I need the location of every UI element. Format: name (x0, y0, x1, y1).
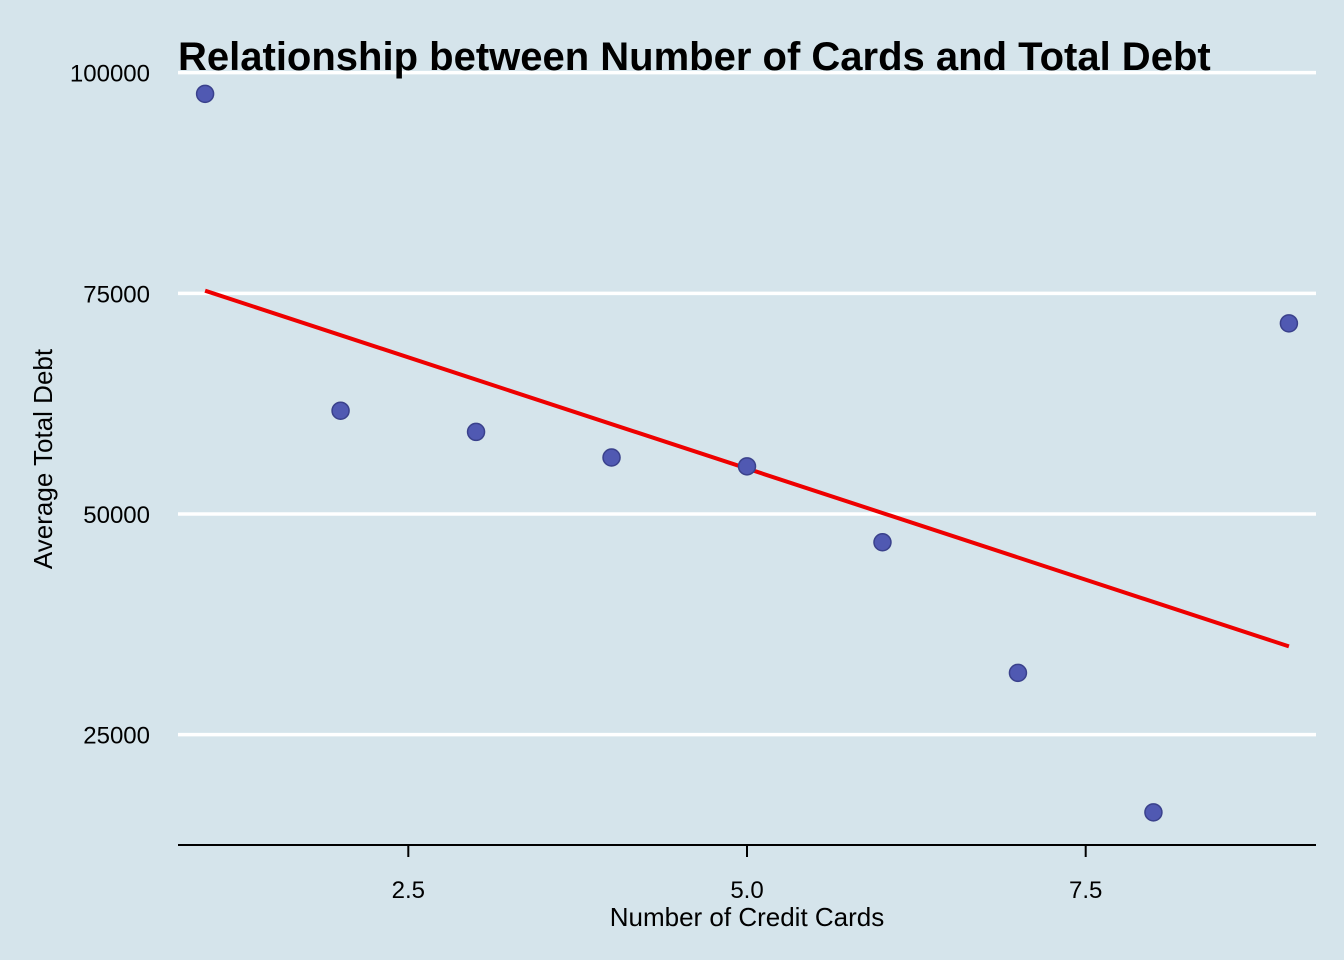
x-tick-label: 2.5 (392, 877, 425, 904)
grid-lines (178, 70, 1316, 737)
y-axis-ticks: 25000 50000 75000 100000 (70, 61, 150, 750)
data-point (331, 401, 350, 420)
data-point (737, 457, 757, 476)
data-point (1008, 663, 1028, 683)
data-point (1144, 803, 1163, 822)
y-tick-label: 100000 (70, 61, 150, 88)
x-axis-label: Number of Credit Cards (610, 902, 885, 932)
data-point (195, 84, 215, 104)
x-tick-label: 5.0 (730, 877, 763, 904)
y-tick-label: 75000 (83, 281, 150, 308)
y-axis-label: Average Total Debt (28, 348, 58, 569)
x-tick-label: 7.5 (1069, 877, 1102, 904)
data-point (873, 532, 892, 552)
data-point (466, 422, 486, 442)
data-point (602, 448, 621, 467)
data-point (1279, 314, 1299, 333)
x-axis-ticks: 2.5 5.0 7.5 (392, 845, 1102, 904)
data-points (195, 84, 1299, 822)
y-tick-label: 25000 (83, 723, 150, 750)
y-tick-label: 50000 (83, 502, 150, 529)
chart-title: Relationship between Number of Cards and… (178, 35, 1211, 79)
